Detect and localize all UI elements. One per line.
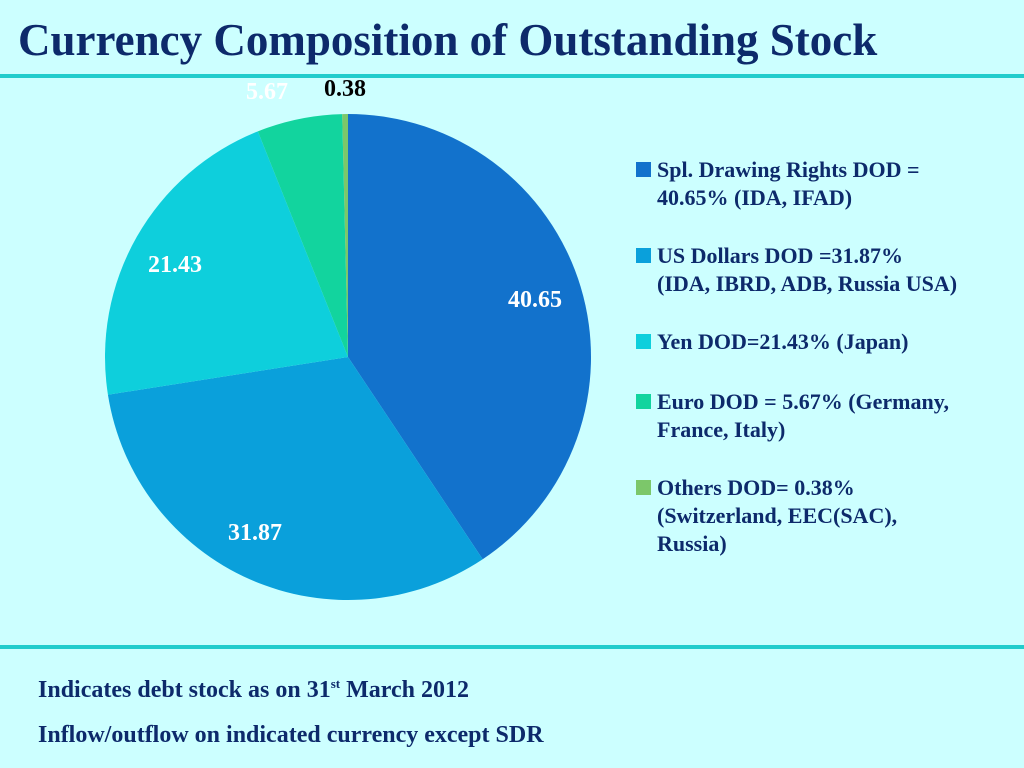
legend-swatch: [636, 480, 651, 495]
legend-label: Others DOD= 0.38% (Switzerland, EEC(SAC)…: [657, 475, 898, 556]
pie-chart: 40.65 31.87 21.43 5.67 0.38: [104, 76, 592, 601]
pie-data-label-5: 0.38: [324, 76, 366, 102]
legend-label: US Dollars DOD =31.87% (IDA, IBRD, ADB, …: [657, 243, 958, 296]
legend-label: Spl. Drawing Rights DOD = 40.65% (IDA, I…: [657, 157, 920, 210]
legend-label: Euro DOD = 5.67% (Germany, France, Italy…: [657, 389, 950, 442]
footer-note-flows: Inflow/outflow on indicated currency exc…: [38, 722, 544, 748]
pie-data-label-2: 31.87: [228, 520, 282, 546]
legend-item-5: Others DOD= 0.38% (Switzerland, EEC(SAC)…: [636, 474, 1017, 558]
legend-item-3: Yen DOD=21.43% (Japan): [636, 328, 1017, 356]
legend-item-4: Euro DOD = 5.67% (Germany, France, Italy…: [636, 388, 1017, 444]
legend-swatch: [636, 334, 651, 349]
pie-data-label-4: 5.67: [246, 79, 288, 105]
top-divider: [0, 74, 1024, 78]
pie-slice-4: [257, 114, 348, 357]
page-title: Currency Composition of Outstanding Stoc…: [18, 15, 878, 65]
pie-slice-5: [342, 114, 348, 357]
legend-label: Yen DOD=21.43% (Japan): [657, 329, 909, 354]
pie-data-label-1: 40.65: [508, 287, 562, 313]
legend-swatch: [636, 248, 651, 263]
pie-data-label-3: 21.43: [148, 252, 202, 278]
legend-item-1: Spl. Drawing Rights DOD = 40.65% (IDA, I…: [636, 156, 1017, 212]
pie-slice-3: [104, 131, 348, 395]
legend-swatch: [636, 162, 651, 177]
footer-note-date: Indicates debt stock as on 31st March 20…: [38, 676, 469, 703]
pie-slice-1: [348, 114, 592, 560]
bottom-divider: [0, 645, 1024, 649]
legend-swatch: [636, 394, 651, 409]
legend-item-2: US Dollars DOD =31.87% (IDA, IBRD, ADB, …: [636, 242, 1017, 298]
pie-slice-2: [107, 357, 483, 601]
